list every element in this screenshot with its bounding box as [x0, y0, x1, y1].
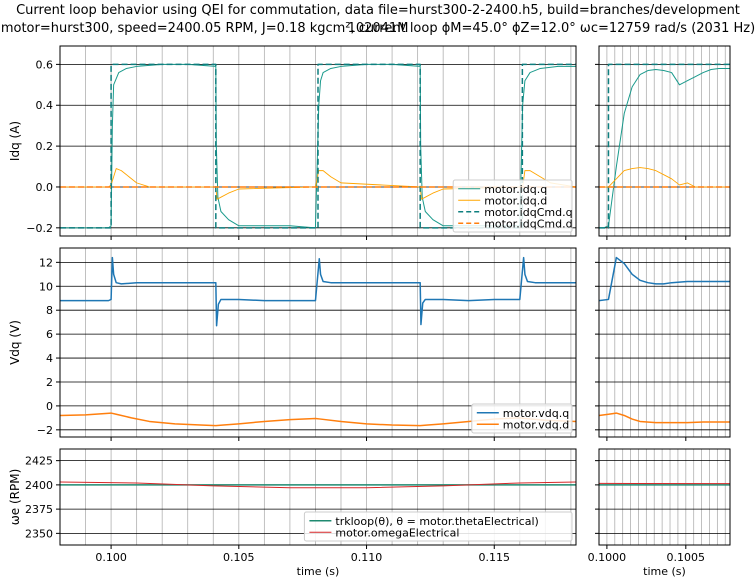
vdq-zoom-panel	[595, 247, 731, 441]
vdq-main-ytick-label-6: 10	[39, 280, 53, 293]
omega-main-series-group	[60, 481, 576, 489]
vdq-main-ytick-label-2: 2	[46, 376, 53, 389]
idq-zoom-series-0	[599, 67, 730, 229]
omega-main-panel: 2350 2375 2400 2425 0.100 0.105 0.110 0.115 ωe (…	[8, 448, 577, 578]
idq-zoom-series-1	[599, 167, 730, 188]
omega-zoom-plot-area	[599, 449, 730, 545]
vdq-main-series-0	[60, 256, 576, 327]
vdq-main-ytick-label-7: 12	[39, 256, 53, 269]
idq-zoom-series-2	[599, 63, 730, 229]
vdq-main-frame	[59, 247, 577, 438]
omega-main-frame	[59, 448, 577, 546]
idq-main-legend-label-3: motor.idqCmd.d	[484, 217, 572, 230]
chart-title-line-1: Current loop behavior using QEI for comm…	[16, 3, 740, 36]
omega-zoom-xtick-label-1: 0.1005	[667, 551, 706, 564]
vdq-zoom-series-1	[599, 412, 730, 424]
idq-zoom-frame	[598, 45, 731, 237]
idq-main-ytick-label-1: 0.0	[36, 181, 54, 194]
chart-title-line-2: motor=hurst300, speed=2400.05 RPM, J=0.1…	[0, 21, 756, 36]
omega-main-series-1	[60, 481, 576, 489]
vdq-main-ytick-label-1: 0	[46, 400, 53, 413]
omega-main-legend-label-1: motor.omegaElectrical	[335, 526, 459, 539]
vdq-main-ytick-label-3: 4	[46, 352, 53, 365]
omega-zoom-frame	[598, 448, 731, 546]
vdq-main-legend-label-1: motor.vdq.d	[503, 418, 569, 431]
vdq-zoom-plot-area	[599, 248, 730, 437]
vdq-zoom-series-0	[599, 256, 730, 302]
omega-main-xtick-label-2: 0.110	[351, 551, 383, 564]
omega-zoom-xlabel: time (s)	[643, 565, 686, 578]
omega-main-ytick-label-3: 2425	[25, 455, 53, 468]
idq-main-ytick-label-2: 0.2	[36, 140, 54, 153]
omega-zoom-xtick-label-0: 0.1000	[588, 551, 627, 564]
idq-zoom-panel	[595, 45, 731, 240]
idq-main-legend-frame	[452, 179, 573, 233]
omega-main-legend-frame	[303, 511, 573, 542]
idq-main-ytick-label-0: −0.2	[26, 222, 53, 235]
vdq-main-ytick-label-4: 6	[46, 328, 53, 341]
omega-main-ylabel: ωe (RPM)	[8, 469, 22, 526]
idq-main-legend: motor.idq.qmotor.idq.dmotor.idqCmd.qmoto…	[452, 179, 573, 233]
vdq-main-ytick-label-5: 8	[46, 304, 53, 317]
vdq-main-legend-label-0: motor.vdq.q	[503, 407, 569, 420]
omega-main-legend: trkloop(θ), θ = motor.thetaElectrical)mo…	[303, 511, 573, 542]
omega-main-xlabel: time (s)	[297, 565, 340, 578]
vdq-main-legend-frame	[471, 403, 573, 434]
omega-main-legend-label-0: trkloop(θ), θ = motor.thetaElectrical)	[335, 515, 538, 528]
idq-zoom-plot-area	[599, 46, 730, 236]
idq-main-ytick-label-4: 0.6	[36, 58, 54, 71]
vdq-zoom-series-group	[599, 256, 730, 424]
vdq-zoom-frame	[598, 247, 731, 438]
idq-main-ylabel: Idq (A)	[8, 121, 22, 161]
idq-main-ytick-label-3: 0.4	[36, 99, 54, 112]
vdq-main-ylabel: Vdq (V)	[8, 320, 22, 365]
idq-main-frame	[59, 45, 577, 237]
idq-main-legend-label-0: motor.idq.q	[484, 183, 547, 196]
omega-main-xtick-label-0: 0.100	[95, 551, 127, 564]
idq-main-legend-label-1: motor.idq.d	[484, 194, 547, 207]
vdq-main-ytick-label-0: −2	[37, 424, 53, 437]
omega-main-ytick-label-2: 2400	[25, 479, 53, 492]
omega-main-ytick-label-1: 2375	[25, 503, 53, 516]
omega-main-xtick-label-3: 0.115	[479, 551, 511, 564]
idq-zoom-series-group	[599, 63, 730, 229]
idq-main-legend-label-2: motor.idqCmd.q	[484, 206, 572, 219]
omega-zoom-series-group	[599, 482, 730, 486]
omega-main-ytick-label-0: 2350	[25, 527, 53, 540]
omega-main-xtick-label-1: 0.105	[223, 551, 255, 564]
